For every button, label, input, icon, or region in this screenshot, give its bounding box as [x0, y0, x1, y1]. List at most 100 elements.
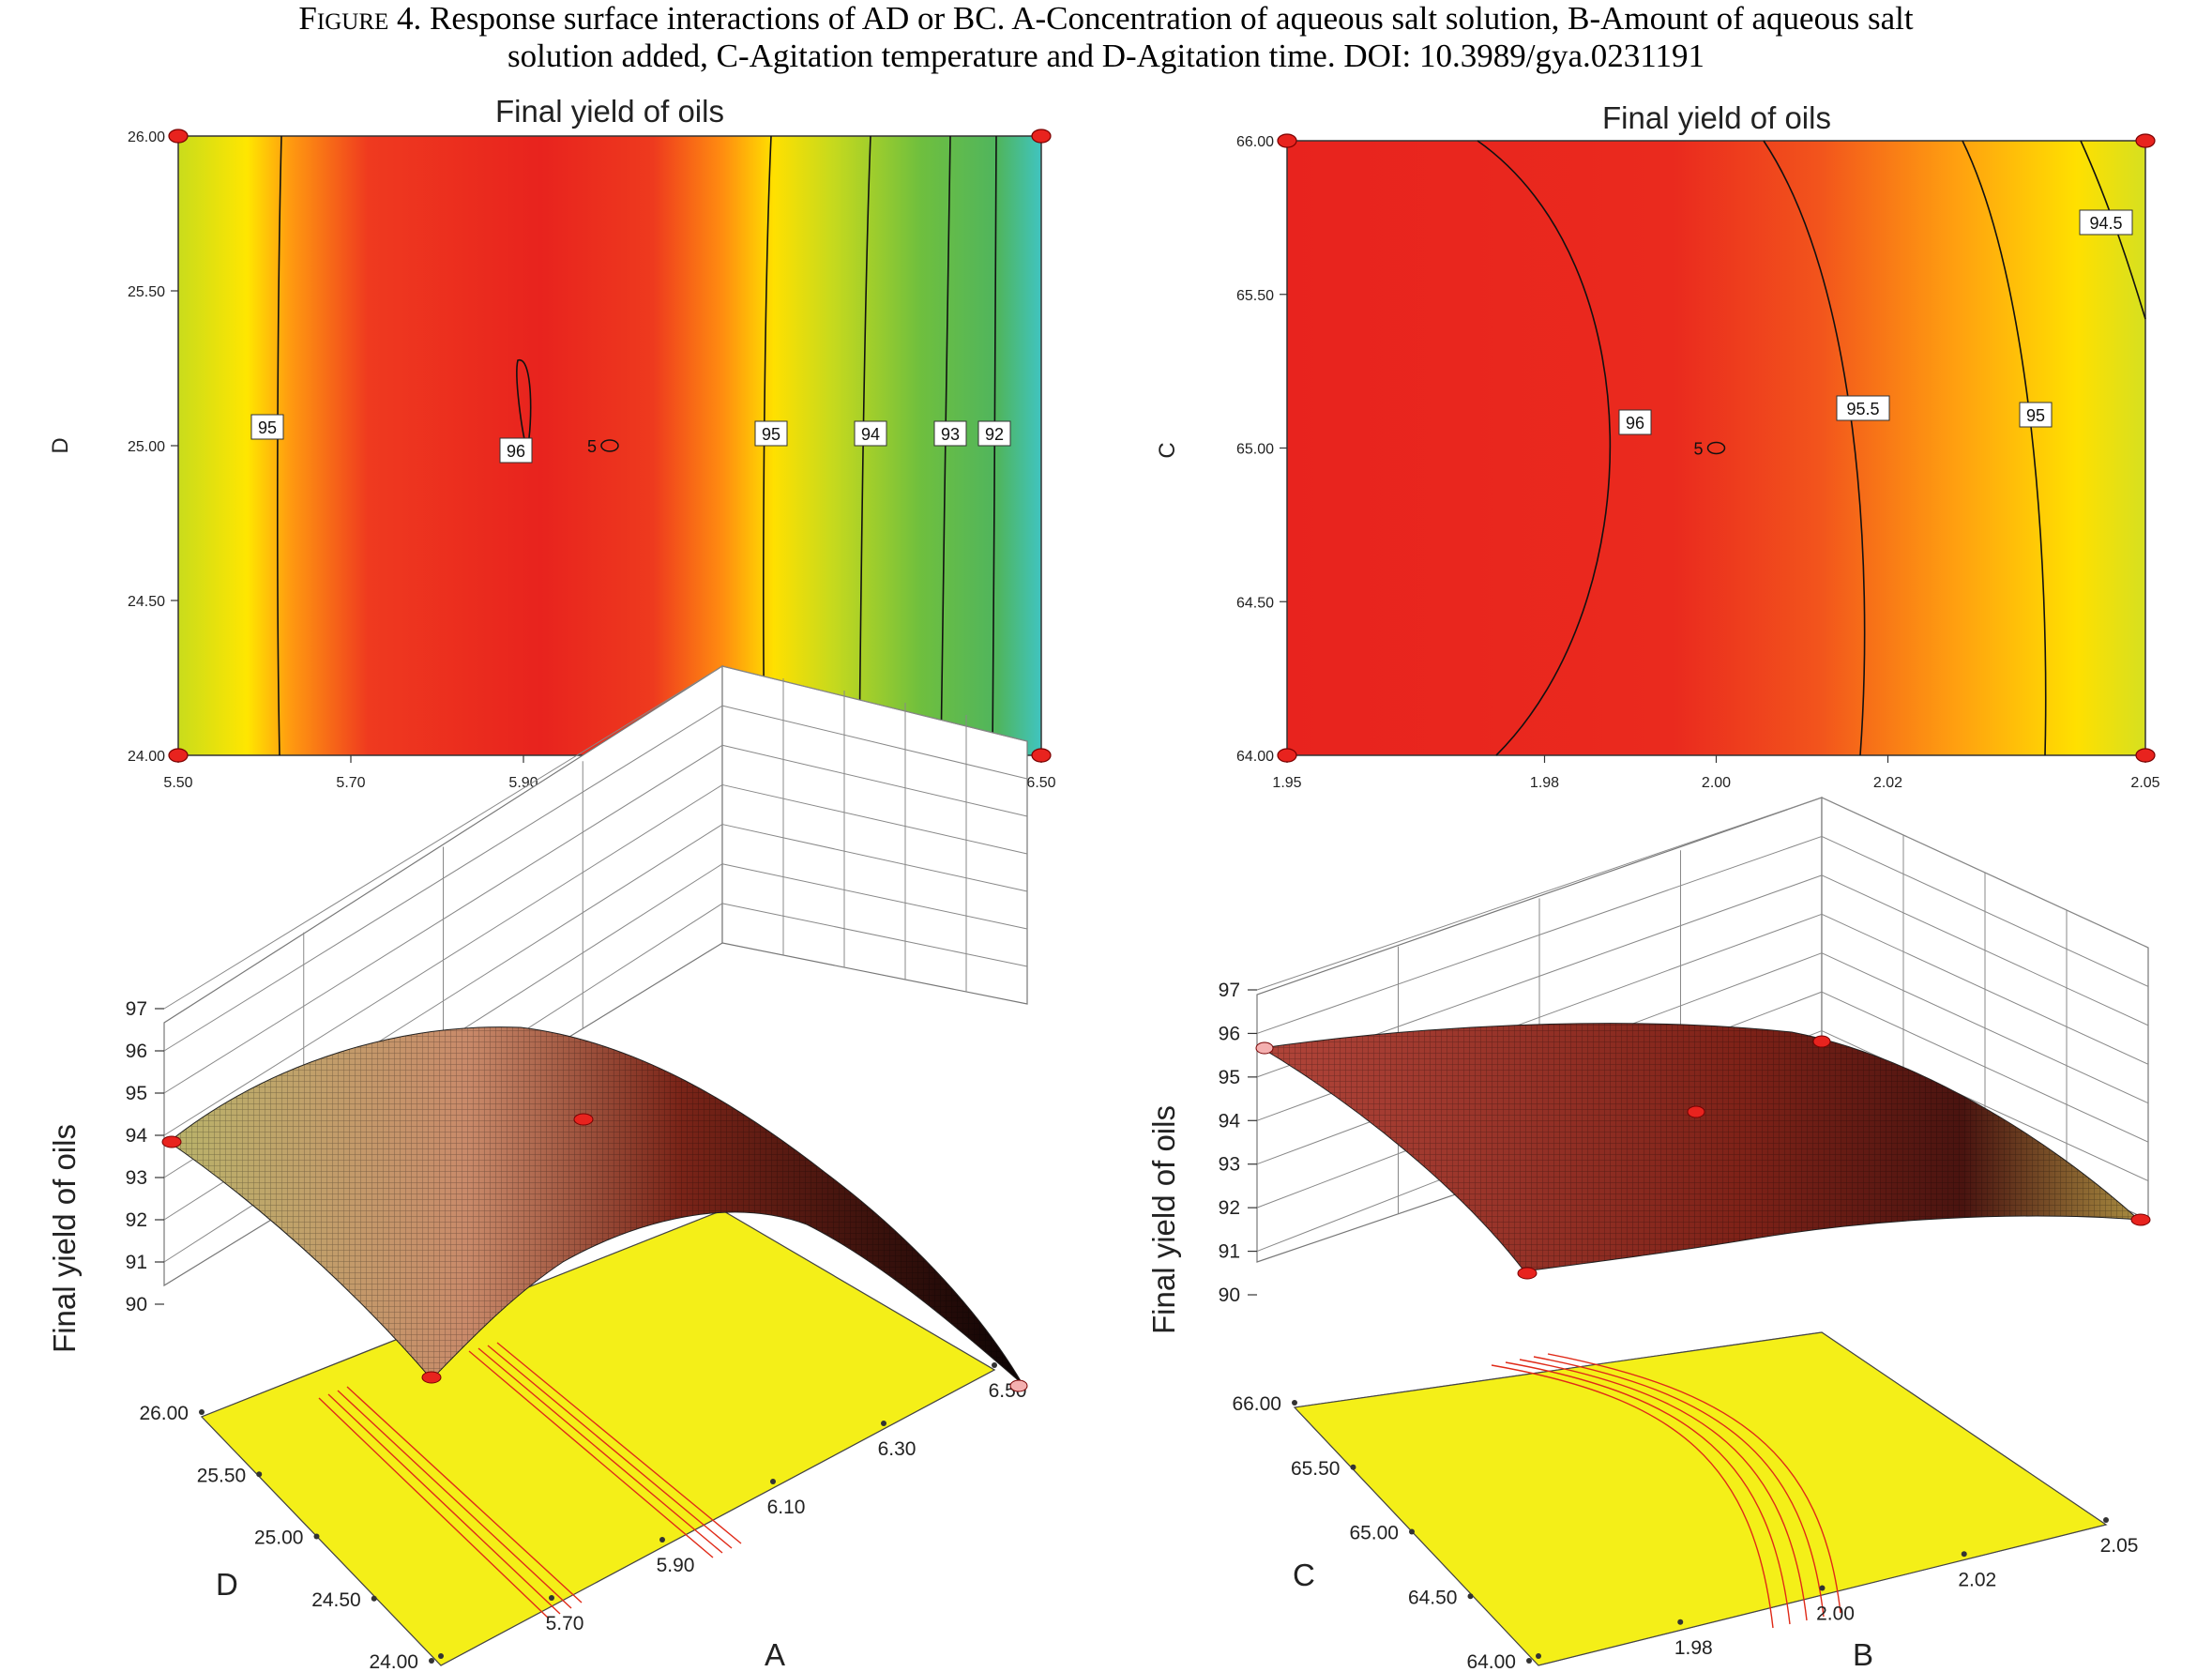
caption-line-1: Response surface interactions of AD or B…: [430, 0, 1914, 37]
x-tick-label: 5.50: [163, 775, 192, 791]
contour-label-box: [754, 420, 788, 447]
x-tick-label: 6.10: [767, 1497, 806, 1518]
center-point-label: 5: [1693, 440, 1703, 459]
contour-label: 95: [258, 418, 277, 437]
figure-caption: Figure 4. Response surface interactions …: [0, 0, 2212, 75]
contour-label-box: [1836, 395, 1890, 421]
y-tick-label: 64.00: [1236, 749, 1274, 765]
z-grid-line: [721, 863, 1028, 930]
contour-labels-bc: 96 95.5 95 94.5 5: [1618, 209, 2133, 459]
z-tick-label: 92: [126, 1209, 147, 1231]
x-axis-label: A: [765, 1637, 785, 1672]
y-tick-label: 26.00: [139, 1403, 189, 1424]
chart-title: Final yield of oils: [1602, 100, 1831, 135]
z-grid-line: [721, 903, 1028, 967]
y-tick-label: 65.50: [1236, 288, 1274, 304]
x-tick: [881, 1421, 886, 1426]
x-tick-label: 2.00: [1702, 775, 1731, 791]
z-tick-label: 91: [126, 1252, 147, 1273]
z-tick-label: 95: [1219, 1067, 1240, 1088]
y-tick-label: 24.50: [311, 1589, 361, 1611]
contour-panel-ad: Final yield of oils A D 5.505.705.906.10…: [48, 94, 1056, 892]
z-tick-label: 93: [1219, 1154, 1240, 1176]
contour-label-box: [854, 420, 887, 447]
x-tick-label: 6.50: [1026, 775, 1055, 791]
y-tick-label: 64.50: [1236, 595, 1274, 611]
z-tick-label: 93: [126, 1167, 147, 1189]
contour-label: 95: [762, 425, 780, 444]
z-tick-label: 95: [126, 1083, 147, 1104]
contour-label: 93: [941, 425, 960, 444]
y-tick: [1350, 1464, 1356, 1470]
x-tick: [2103, 1517, 2109, 1523]
x-tick: [1819, 1585, 1826, 1591]
z-tick-label: 96: [1219, 1023, 1240, 1044]
axis-ticks-bc: 1.95 1.98 2.00 2.02 2.05 64.00 64.50 65.00 65.50…: [1236, 134, 2160, 791]
center-point-label: 5: [587, 437, 597, 456]
x-tick-label: 5.90: [657, 1555, 695, 1576]
z-tick-label: 92: [1219, 1197, 1240, 1219]
x-tick: [770, 1479, 776, 1484]
design-point: [2130, 1213, 2151, 1226]
y-tick: [371, 1595, 377, 1602]
center-point: [1706, 441, 1726, 455]
y-tick-label: 66.00: [1236, 134, 1274, 150]
surface-design-points-ad: [161, 1113, 1028, 1392]
z-grid-line: [163, 665, 723, 1010]
contour-line: [1962, 140, 2047, 756]
contour-line: [1763, 140, 1866, 756]
caption-line-2: solution added, C-Agitation temperature …: [508, 38, 1704, 74]
z-axis-label: Final yield of oils: [47, 1124, 82, 1353]
z-tick-label: 97: [126, 998, 147, 1020]
x-tick: [438, 1653, 444, 1659]
x-tick-label: 2.00: [1816, 1604, 1855, 1625]
y-tick: [199, 1409, 205, 1415]
z-tick-label: 94: [126, 1125, 148, 1147]
z-tick-label: 91: [1219, 1241, 1240, 1263]
x-tick-label: 5.70: [546, 1613, 584, 1634]
contour-panel-bc: Final yield of oils B C 1.951.982.002.02…: [1155, 100, 2160, 892]
z-grid-line: [721, 824, 1028, 892]
x-tick-label: 2.02: [1873, 775, 1902, 791]
surface-ticks-bc: 90919293949596971.951.982.002.022.0564.0…: [1219, 980, 2139, 1672]
design-point: [168, 748, 189, 763]
y-axis-label: C: [1293, 1558, 1315, 1592]
design-point: [2135, 748, 2156, 763]
design-point: [1812, 1035, 1831, 1048]
y-tick-label: 25.00: [254, 1528, 304, 1549]
y-axis-label: D: [48, 437, 73, 453]
design-point: [1687, 1105, 1705, 1118]
design-point: [161, 1135, 182, 1148]
z-axis-label: Final yield of oils: [1146, 1105, 1181, 1334]
contour-label: 94: [861, 425, 880, 444]
y-tick: [1526, 1658, 1532, 1664]
contour-lines-bc: [1477, 140, 2146, 756]
design-point: [1255, 1041, 1274, 1055]
x-tick-label: 6.30: [878, 1438, 917, 1460]
y-tick-label: 24.50: [128, 594, 165, 610]
contour-label-box: [933, 420, 967, 447]
design-point: [1009, 1379, 1028, 1392]
x-tick-label: 2.05: [2130, 775, 2159, 791]
contour-line: [2080, 140, 2146, 320]
x-tick: [1961, 1551, 1967, 1558]
surface-ticks-ad: 90919293949596975.505.705.906.106.306.50…: [126, 998, 1027, 1672]
x-axis-label: B: [1853, 1637, 1873, 1672]
x-tick: [659, 1537, 665, 1543]
y-tick-label: 25.00: [128, 439, 165, 455]
y-tick-label: 65.50: [1291, 1458, 1341, 1480]
x-tick: [1536, 1653, 1541, 1659]
chart-title: Final yield of oils: [495, 94, 724, 129]
contour-label: 94.5: [2089, 214, 2122, 233]
design-points-ad: [168, 129, 1052, 763]
x-tick: [992, 1362, 997, 1368]
contour-labels-ad: 95 96 95 94 93 92 5: [250, 414, 1011, 464]
z-grid-line: [1256, 797, 1823, 991]
y-axis-label: C: [1155, 442, 1180, 458]
design-point: [1031, 129, 1052, 144]
y-tick-label: 25.50: [197, 1465, 247, 1486]
y-tick-label: 64.50: [1408, 1587, 1458, 1608]
y-tick-label: 26.00: [128, 129, 165, 145]
x-tick-label: 2.02: [1958, 1569, 1996, 1590]
